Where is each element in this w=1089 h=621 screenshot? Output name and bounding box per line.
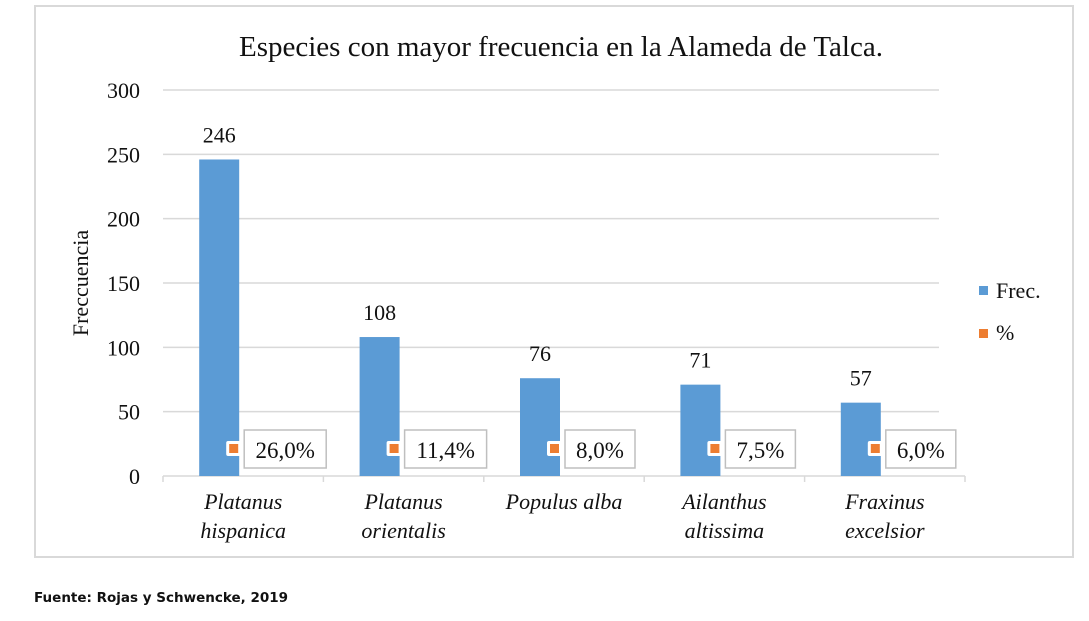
pct-label-box [885, 429, 957, 469]
pct-data-label: 26,0% [255, 438, 314, 463]
y-tick-label: 250 [107, 142, 140, 167]
pct-marker [710, 444, 720, 453]
source-note: Fuente: Rojas y Schwencke, 2019 [34, 590, 289, 606]
x-tick-label: Platanus [203, 489, 282, 514]
legend-label-pct: % [996, 320, 1014, 345]
pct-label-box [724, 429, 797, 469]
pct-marker [550, 444, 559, 453]
y-tick-label: 150 [107, 271, 140, 296]
x-tick-label: Populus alba [505, 489, 623, 514]
y-tick-label: 200 [107, 207, 140, 232]
x-tick-label: Platanus [363, 489, 442, 514]
bar-data-label: 57 [850, 366, 872, 391]
x-tick-label: altissima [685, 518, 764, 543]
bar-data-label: 76 [529, 341, 551, 366]
pct-marker [870, 444, 880, 453]
y-tick-label: 100 [107, 335, 140, 360]
chart-title: Especies con mayor frecuencia en la Alam… [239, 31, 883, 63]
bar-data-label: 108 [363, 300, 396, 325]
legend-swatch-pct [979, 329, 988, 338]
x-tick-label: orientalis [361, 518, 445, 543]
pct-marker [389, 444, 399, 453]
bar-frec [199, 159, 240, 477]
pct-data-label: 11,4% [416, 438, 475, 463]
pct-label-box [564, 429, 636, 469]
x-tick-label: excelsior [845, 518, 925, 543]
x-tick-label: hispanica [200, 518, 286, 543]
x-tick-label: Ailanthus [680, 489, 766, 514]
pct-data-label: 6,0% [897, 438, 945, 463]
legend-swatch-frec [979, 286, 988, 295]
pct-label-box [243, 429, 327, 469]
bar-frec [680, 384, 721, 476]
y-axis-label: Freccuencia [68, 230, 93, 336]
bar-frec [840, 402, 881, 476]
y-tick-label: 300 [107, 78, 140, 103]
legend-label-frec: Frec. [996, 278, 1041, 303]
y-tick-label: 50 [118, 400, 140, 425]
y-tick-label: 0 [129, 464, 140, 489]
pct-data-label: 8,0% [576, 438, 624, 463]
bar-data-label: 71 [689, 348, 711, 373]
x-tick-label: Fraxinus [844, 489, 924, 514]
pct-label-box [403, 429, 488, 469]
pct-marker [229, 444, 239, 453]
pct-data-label: 7,5% [736, 438, 784, 463]
bar-data-label: 246 [203, 122, 236, 147]
bar-frec [520, 378, 560, 476]
